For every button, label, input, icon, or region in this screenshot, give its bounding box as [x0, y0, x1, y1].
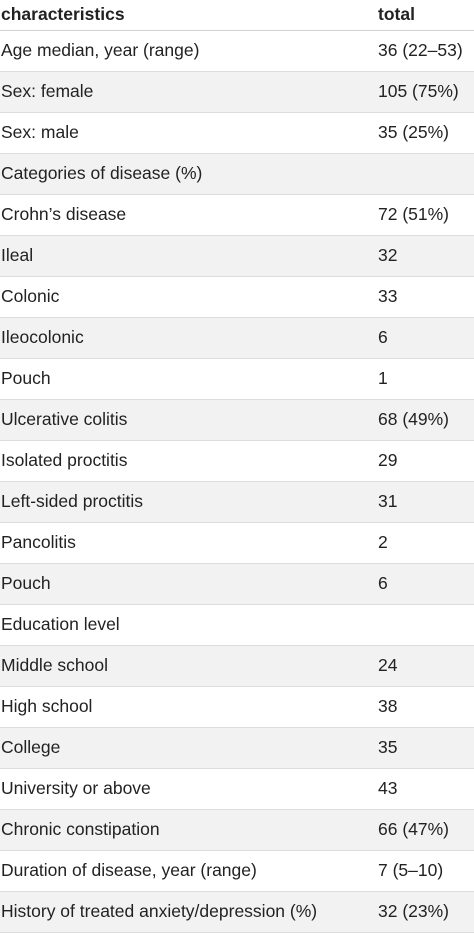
- table-header-row: characteristics total: [0, 0, 474, 31]
- cell-total: 43: [378, 778, 398, 799]
- cell-total: 2: [378, 532, 388, 553]
- cell-characteristic: University or above: [1, 778, 151, 799]
- cell-characteristic: Crohn’s disease: [1, 204, 127, 225]
- cell-characteristic: Education level: [1, 614, 120, 635]
- cell-total: 105 (75%): [378, 81, 459, 102]
- cell-total: 31: [378, 491, 398, 512]
- cell-characteristic: Ulcerative colitis: [1, 409, 128, 430]
- table-row: College 35: [0, 728, 474, 769]
- table-row: Pouch 6: [0, 564, 474, 605]
- table-body: Age median, year (range) 36 (22–53) Sex: f…: [0, 31, 474, 933]
- cell-total: 1: [378, 368, 388, 389]
- cell-characteristic: Ileocolonic: [1, 327, 84, 348]
- table-row: Duration of disease, year (range) 7 (5–10…: [0, 851, 474, 892]
- table-row: Crohn’s disease 72 (51%): [0, 195, 474, 236]
- cell-total: 32 (23%): [378, 901, 450, 922]
- cell-total: 35 (25%): [378, 122, 450, 143]
- cell-characteristic: Sex: male: [1, 122, 79, 143]
- table-row: Sex: female 105 (75%): [0, 72, 474, 113]
- cell-characteristic: Colonic: [1, 286, 60, 307]
- table-row: Colonic 33: [0, 277, 474, 318]
- table-row: Middle school 24: [0, 646, 474, 687]
- cell-total: 36 (22–53): [378, 40, 463, 61]
- cell-total: 24: [378, 655, 398, 676]
- table-row: Left-sided proctitis 31: [0, 482, 474, 523]
- table-row: Sex: male 35 (25%): [0, 113, 474, 154]
- cell-total: 6: [378, 327, 388, 348]
- cell-characteristic: Age median, year (range): [1, 40, 200, 61]
- table-row: Ileocolonic 6: [0, 318, 474, 359]
- cell-total: 6: [378, 573, 388, 594]
- table-row: Isolated proctitis 29: [0, 441, 474, 482]
- cell-characteristic: Chronic constipation: [1, 819, 160, 840]
- header-characteristics: characteristics: [1, 4, 125, 25]
- cell-characteristic: Sex: female: [1, 81, 94, 102]
- cell-total: 38: [378, 696, 398, 717]
- table-row: Chronic constipation 66 (47%): [0, 810, 474, 851]
- table-row: Ulcerative colitis 68 (49%): [0, 400, 474, 441]
- cell-total: 68 (49%): [378, 409, 450, 430]
- cell-total: 32: [378, 245, 398, 266]
- cell-characteristic: Left-sided proctitis: [1, 491, 144, 512]
- table-row: Categories of disease (%): [0, 154, 474, 195]
- table-row: History of treated anxiety/depression (%…: [0, 892, 474, 933]
- cell-characteristic: Middle school: [1, 655, 108, 676]
- cell-characteristic: High school: [1, 696, 93, 717]
- table-row: Pancolitis 2: [0, 523, 474, 564]
- cell-characteristic: Isolated proctitis: [1, 450, 128, 471]
- cell-characteristic: Pouch: [1, 368, 51, 389]
- table-row: University or above 43: [0, 769, 474, 810]
- cell-total: 35: [378, 737, 398, 758]
- cell-characteristic: Categories of disease (%): [1, 163, 203, 184]
- table-row: Education level: [0, 605, 474, 646]
- cell-characteristic: Pancolitis: [1, 532, 76, 553]
- table-row: Ileal 32: [0, 236, 474, 277]
- cell-total: 66 (47%): [378, 819, 450, 840]
- cell-total: 72 (51%): [378, 204, 450, 225]
- cell-characteristic: Ileal: [1, 245, 34, 266]
- cell-characteristic: History of treated anxiety/depression (%…: [1, 901, 318, 922]
- cell-characteristic: Pouch: [1, 573, 51, 594]
- table-row: Age median, year (range) 36 (22–53): [0, 31, 474, 72]
- cell-total: 29: [378, 450, 398, 471]
- table-row: Pouch 1: [0, 359, 474, 400]
- header-total: total: [378, 4, 415, 25]
- cell-total: 7 (5–10): [378, 860, 444, 881]
- cell-characteristic: Duration of disease, year (range): [1, 860, 257, 881]
- cell-characteristic: College: [1, 737, 61, 758]
- cell-total: 33: [378, 286, 398, 307]
- table-row: High school 38: [0, 687, 474, 728]
